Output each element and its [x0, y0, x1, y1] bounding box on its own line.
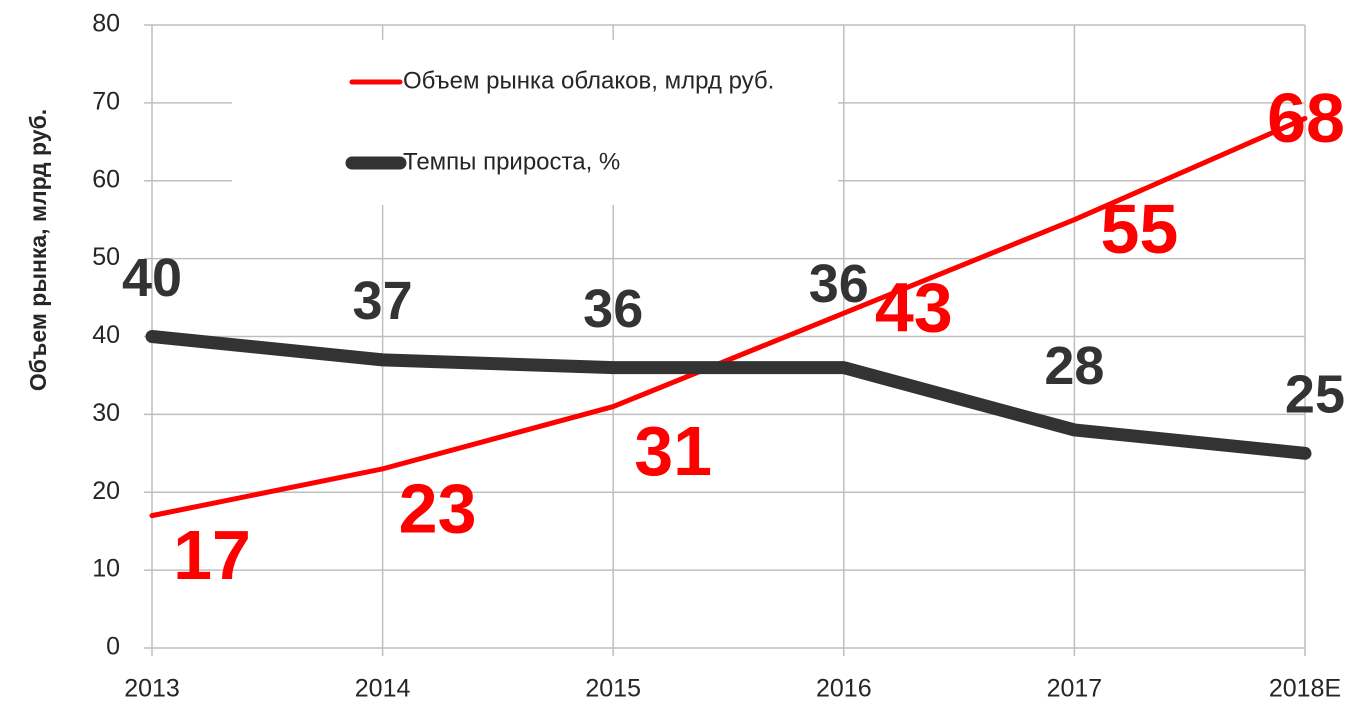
data-label: 43	[875, 269, 953, 347]
legend-box	[232, 40, 838, 205]
data-label: 37	[353, 271, 413, 331]
y-axis-title: Объем рынка, млрд руб.	[25, 109, 51, 391]
y-tick-label: 40	[92, 321, 120, 349]
y-tick-label: 30	[92, 399, 120, 427]
data-label: 31	[634, 412, 712, 490]
y-tick-label: 50	[92, 243, 120, 271]
y-tick-label: 10	[92, 555, 120, 583]
data-label: 25	[1285, 365, 1345, 425]
data-label: 17	[173, 516, 251, 594]
y-tick-label: 60	[92, 165, 120, 193]
series-line	[149, 115, 1308, 519]
data-label: 55	[1100, 190, 1178, 268]
data-label: 68	[1267, 79, 1345, 157]
x-tick-label: 2017	[1047, 675, 1103, 703]
y-tick-label: 70	[92, 87, 120, 115]
data-label: 23	[399, 469, 477, 547]
y-tick-label: 20	[92, 477, 120, 505]
x-tick-label: 2013	[124, 675, 180, 703]
x-tick-label: 2014	[355, 675, 411, 703]
x-tick-label: 2018E	[1269, 675, 1341, 703]
legend-label: Темпы прироста, %	[403, 148, 620, 175]
data-label: 28	[1044, 336, 1104, 396]
x-tick-label: 2016	[816, 675, 872, 703]
data-label: 36	[809, 254, 869, 314]
y-tick-label: 80	[92, 10, 120, 38]
series-line	[145, 330, 1312, 460]
y-tick-label: 0	[106, 633, 120, 661]
x-tick-label: 2015	[585, 675, 641, 703]
data-label: 36	[583, 279, 643, 339]
legend-label: Объем рынка облаков, млрд руб.	[403, 67, 774, 94]
data-label: 40	[122, 248, 182, 308]
